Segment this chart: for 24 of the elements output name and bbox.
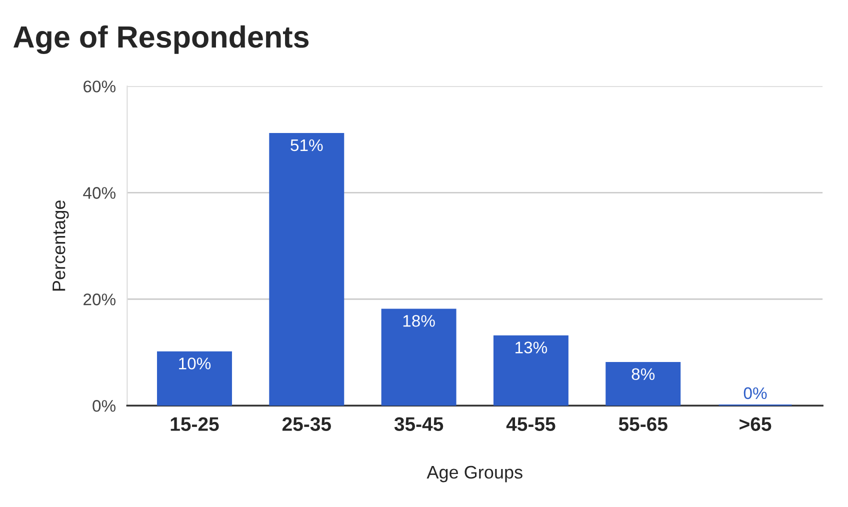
bar bbox=[493, 335, 568, 406]
data-label: 8% bbox=[632, 368, 655, 380]
y-tick-label: 60% bbox=[84, 80, 116, 92]
chart-title: Age of Respondents bbox=[13, 25, 309, 54]
x-tick-label: 35-45 bbox=[394, 417, 444, 432]
y-tick-label: 20% bbox=[84, 294, 116, 306]
data-label: 0% bbox=[744, 387, 767, 400]
x-axis-title: Age Groups bbox=[426, 466, 522, 482]
x-tick-label: 45-55 bbox=[506, 417, 556, 431]
x-tick-label: 55-65 bbox=[618, 417, 668, 431]
bar bbox=[157, 351, 232, 406]
data-label: 51% bbox=[290, 139, 323, 152]
bar bbox=[381, 308, 456, 406]
data-label: 10% bbox=[179, 358, 211, 370]
y-tick-label: 0% bbox=[92, 400, 116, 412]
x-tick-label: 25-35 bbox=[282, 417, 331, 432]
y-tick-label: 40% bbox=[83, 187, 116, 199]
bar bbox=[606, 362, 681, 406]
data-label: 13% bbox=[516, 342, 548, 354]
bar bbox=[269, 133, 344, 406]
data-label: 18% bbox=[403, 315, 435, 327]
y-axis-title: Percentage bbox=[52, 200, 69, 291]
x-tick-label: >65 bbox=[740, 417, 772, 431]
x-tick-label: 15-25 bbox=[170, 417, 219, 431]
